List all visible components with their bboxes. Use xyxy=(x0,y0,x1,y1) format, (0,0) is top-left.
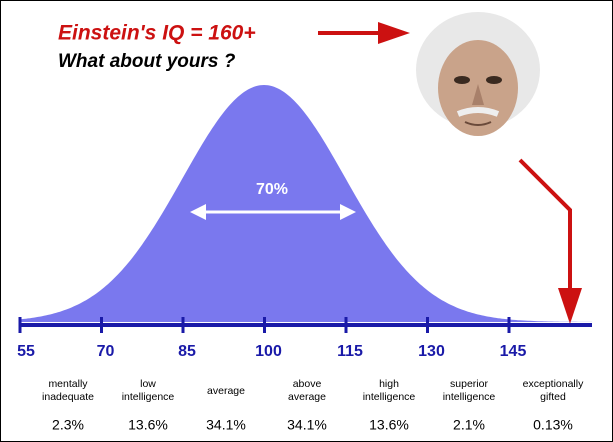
tick-label: 100 xyxy=(255,343,282,360)
tick-label: 55 xyxy=(17,343,35,360)
group-percent: 13.6% xyxy=(369,417,409,433)
group-percent: 13.6% xyxy=(128,417,168,433)
tick-label: 85 xyxy=(178,343,196,360)
group-label: above xyxy=(293,378,322,390)
group-label: average xyxy=(207,385,245,397)
group-percent: 2.3% xyxy=(52,417,84,433)
group-label: mentally xyxy=(48,378,88,390)
group-label: average xyxy=(288,391,326,403)
group-label: intelligence xyxy=(443,391,496,403)
group-percent: 34.1% xyxy=(206,417,246,433)
tick-label: 145 xyxy=(500,343,527,360)
infographic: Einstein's IQ = 160+ What about yours ? … xyxy=(0,0,613,442)
title: Einstein's IQ = 160+ xyxy=(58,22,256,45)
group-label: exceptionally xyxy=(523,378,584,390)
group-label: high xyxy=(379,378,399,390)
tick-label: 130 xyxy=(418,343,445,360)
curve-label: 70% xyxy=(256,181,288,198)
tick-label: 70 xyxy=(97,343,115,360)
group-label: low xyxy=(140,378,156,390)
subtitle: What about yours ? xyxy=(58,51,236,72)
group-label: superior xyxy=(450,378,488,390)
group-label: intelligence xyxy=(363,391,416,403)
group-percent: 0.13% xyxy=(533,417,573,433)
group-percent: 2.1% xyxy=(453,417,485,433)
group-label: intelligence xyxy=(122,391,175,403)
group-percent: 34.1% xyxy=(287,417,327,433)
group-label: inadequate xyxy=(42,391,94,403)
tick-label: 115 xyxy=(337,343,363,360)
group-label: gifted xyxy=(540,391,566,403)
